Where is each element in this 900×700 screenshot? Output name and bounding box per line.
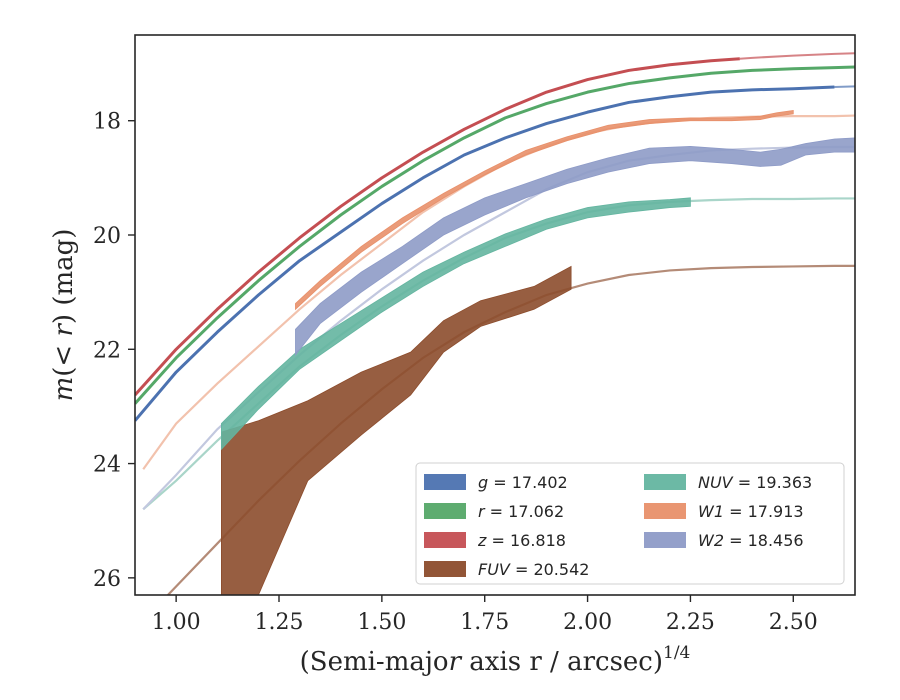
- legend-label-fuv: FUV = 20.542: [478, 560, 589, 579]
- extrapolation-z: [739, 52, 855, 60]
- y-tick-label: 18: [93, 110, 121, 135]
- y-tick-label: 26: [93, 567, 121, 592]
- x-tick-label: 1.25: [255, 610, 304, 635]
- x-tick-label: 1.75: [460, 610, 509, 635]
- y-tick-label: 20: [93, 224, 121, 249]
- legend-swatch-z: [424, 532, 466, 548]
- band-w1: [295, 109, 794, 311]
- y-tick-label: 24: [93, 453, 121, 478]
- band-nuv: [221, 197, 691, 451]
- legend-label-g: g = 17.402: [478, 473, 568, 492]
- y-tick-label: 22: [93, 338, 121, 363]
- x-tick-label: 2.25: [666, 610, 715, 635]
- band-w2: [295, 137, 855, 357]
- legend-label-nuv: NUV = 19.363: [698, 473, 812, 492]
- legend: g = 17.402 r = 17.062 z = 16.818 FUV = 20.5…: [415, 462, 845, 585]
- legend-swatch-nuv: [644, 474, 686, 490]
- legend-label-w1: W1 = 17.913: [698, 502, 804, 521]
- optical-curves: [135, 57, 855, 422]
- legend-label-z: z = 16.818: [477, 531, 566, 550]
- x-axis-label: (Semi-major axis r / arcsec)1/4: [300, 643, 691, 677]
- curve-z: [135, 57, 740, 397]
- plot-frame: [134, 34, 856, 596]
- legend-swatch-w1: [644, 503, 686, 519]
- curve-g: [135, 85, 835, 422]
- y-axis-ticks: 18 20 22 24 26: [93, 110, 135, 592]
- error-bands: [221, 109, 855, 595]
- band-fuv: [221, 265, 572, 595]
- curve-r: [135, 65, 855, 405]
- legend-label-w2: W2 = 18.456: [698, 531, 804, 550]
- x-tick-label: 1.50: [357, 610, 406, 635]
- legend-swatch-g: [424, 474, 466, 490]
- legend-label-r: r = 17.062: [478, 502, 564, 521]
- x-axis-ticks: 1.00 1.25 1.50 1.75 2.00 2.25 2.50: [152, 595, 818, 635]
- extrapolation-g: [834, 85, 855, 88]
- y-axis-label: m(< r) (mag): [49, 229, 79, 402]
- legend-swatch-r: [424, 503, 466, 519]
- x-tick-label: 1.00: [152, 610, 201, 635]
- legend-box: [415, 462, 845, 585]
- legend-swatch-fuv: [424, 561, 466, 577]
- x-tick-label: 2.00: [563, 610, 612, 635]
- legend-swatch-w2: [644, 532, 686, 548]
- x-tick-label: 2.50: [769, 610, 818, 635]
